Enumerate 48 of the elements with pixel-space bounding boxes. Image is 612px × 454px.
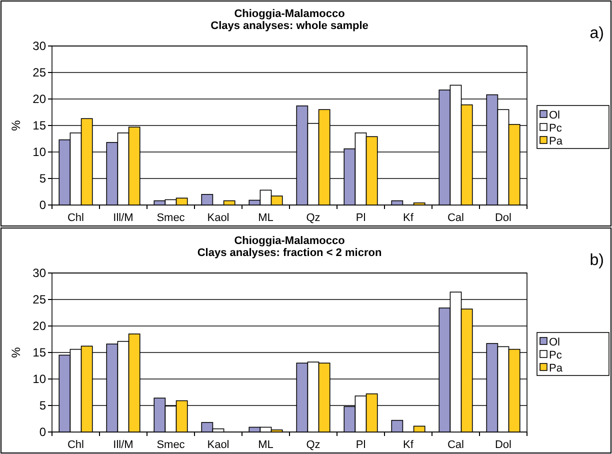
x-tick-label: Ill/M (113, 212, 134, 224)
x-tick-label: Dol (494, 212, 512, 224)
y-tick-label: 15 (32, 118, 46, 133)
x-tick-label: Kaol (207, 439, 230, 451)
chart-subtitle: Clays analyses: whole sample (210, 20, 368, 32)
legend-label: Pc (549, 349, 562, 362)
y-tick-label: 30 (32, 39, 46, 54)
y-tick-label: 0 (39, 425, 46, 440)
y-tick-label: 10 (32, 372, 46, 386)
legend-label: Ol (549, 109, 560, 122)
legend-label: Ol (549, 336, 560, 348)
y-tick-label: 5 (39, 398, 46, 413)
chart-title: Chioggia-Malamocco (234, 8, 346, 20)
chart-subtitle: Clays analyses: fraction < 2 micron (197, 247, 382, 259)
y-tick-label: 5 (39, 172, 46, 186)
y-tick-label: 25 (32, 292, 46, 307)
x-tick-label: Qz (306, 212, 320, 224)
y-axis-title: % (9, 120, 23, 131)
text: a) (590, 25, 604, 42)
x-tick-label: ML (258, 212, 274, 224)
x-tick-label: Kf (403, 439, 414, 451)
x-tick-label: Kaol (207, 212, 230, 224)
text: b) (590, 252, 604, 269)
x-tick-label: Ill/M (113, 439, 134, 451)
x-tick-label: ML (258, 439, 274, 451)
y-tick-label: 30 (32, 266, 46, 280)
y-tick-label: 20 (32, 319, 46, 334)
x-tick-label: Chl (67, 439, 84, 451)
x-tick-label: Dol (494, 439, 512, 451)
y-tick-label: 25 (32, 66, 46, 80)
legend-label: Pc (549, 122, 562, 134)
x-tick-label: Smec (156, 439, 186, 451)
y-tick-label: 0 (39, 198, 46, 212)
y-tick-label: 10 (32, 145, 46, 160)
chart-title: Chioggia-Malamocco (234, 235, 346, 247)
x-tick-label: Smec (156, 212, 186, 224)
x-tick-label: Cal (447, 439, 464, 451)
x-tick-label: Pl (356, 439, 366, 451)
y-tick-label: 20 (32, 92, 46, 106)
x-tick-label: Qz (306, 439, 320, 451)
x-tick-label: Cal (447, 212, 464, 224)
x-tick-label: Chl (67, 212, 84, 224)
legend-label: Pa (549, 135, 564, 148)
y-tick-label: 15 (32, 346, 46, 360)
legend-label: Pa (549, 362, 564, 374)
x-tick-label: Pl (356, 212, 366, 224)
x-tick-label: Kf (403, 212, 414, 224)
y-axis-title: % (9, 346, 23, 358)
